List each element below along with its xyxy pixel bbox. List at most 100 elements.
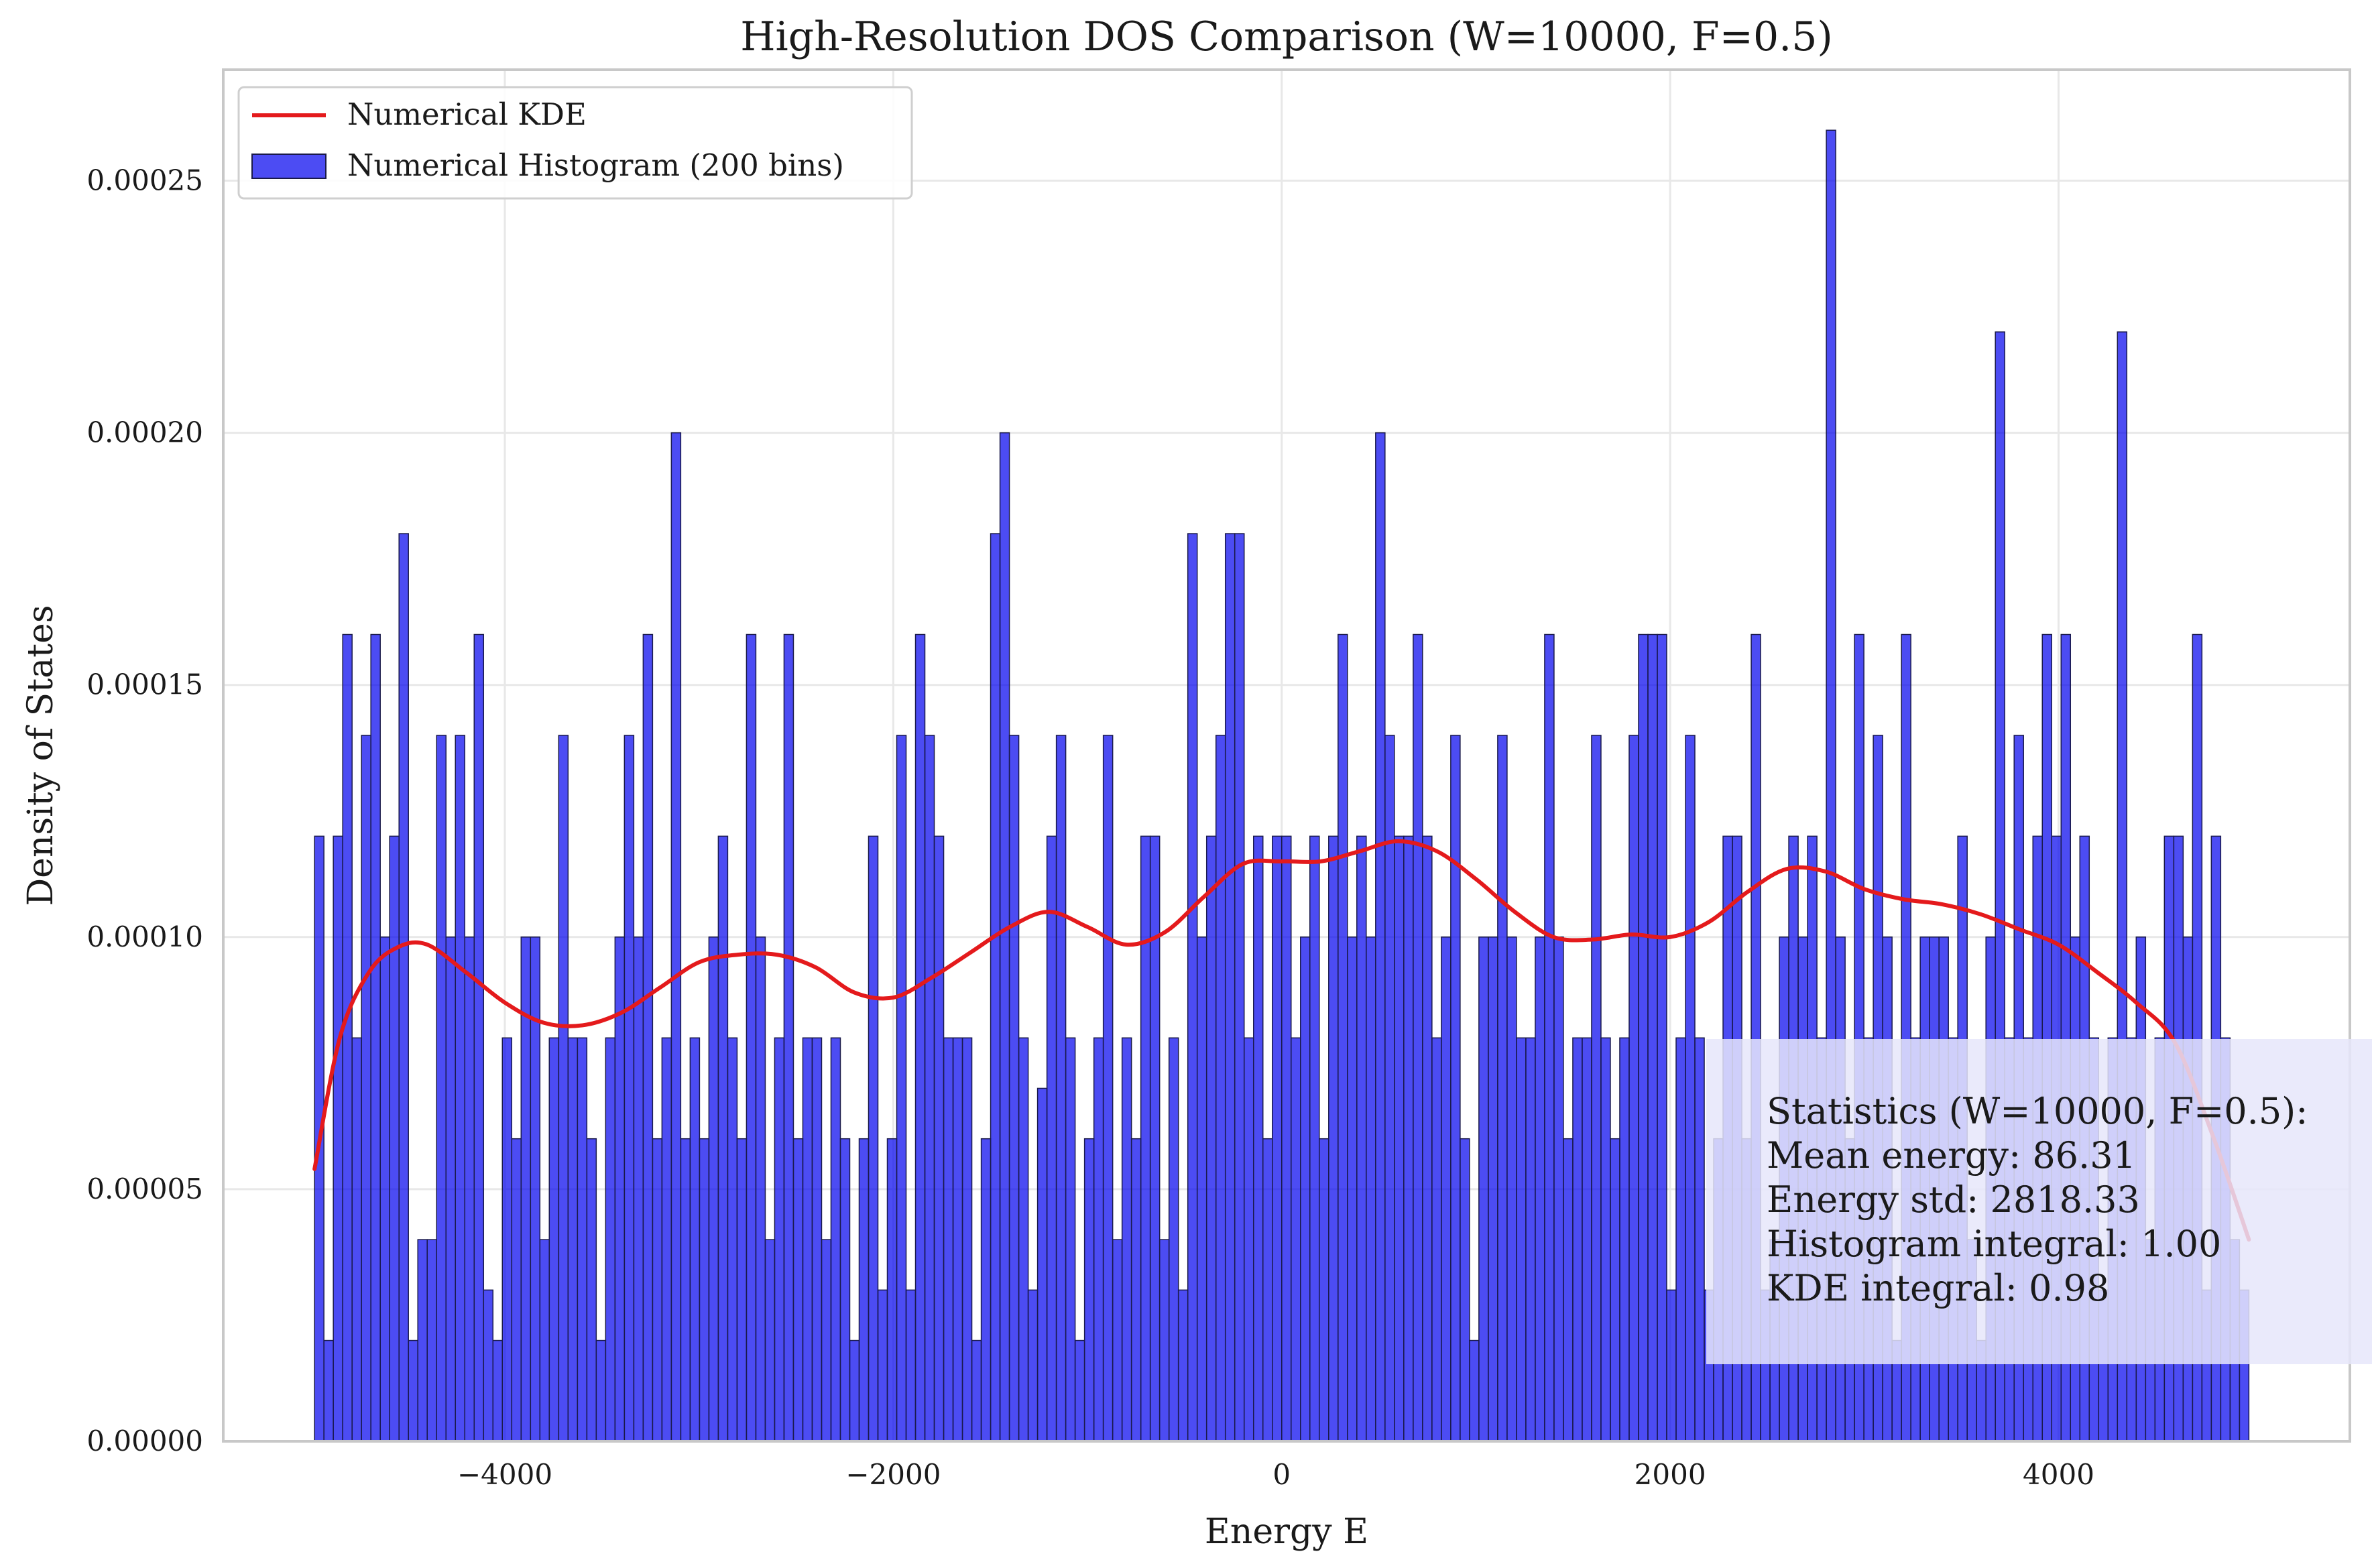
histogram-bar-117 <box>1413 634 1423 1442</box>
statistics-line-2: Mean energy: 86.31 <box>1767 1134 2136 1177</box>
histogram-bar-12 <box>426 1239 437 1442</box>
legend: Numerical KDE Numerical Histogram (200 b… <box>237 86 913 200</box>
statistics-line-5: KDE integral: 0.98 <box>1767 1267 2109 1309</box>
histogram-bar-2 <box>333 835 343 1442</box>
histogram-bar-82 <box>1083 1138 1095 1442</box>
histogram-bar-39 <box>680 1138 691 1442</box>
histogram-bar-42 <box>708 937 719 1442</box>
histogram-bar-47 <box>755 937 766 1442</box>
histogram-bar-123 <box>1469 1339 1480 1442</box>
histogram-bar-84 <box>1102 735 1114 1442</box>
histogram-bar-37 <box>661 1037 672 1442</box>
histogram-bar-68 <box>952 1037 963 1442</box>
legend-histogram-label: Numerical Histogram (200 bins) <box>347 147 844 183</box>
histogram-bar-109 <box>1338 634 1348 1442</box>
histogram-bar-124 <box>1478 937 1489 1442</box>
histogram-bar-130 <box>1535 937 1545 1442</box>
y-tick-label-0: 0.00000 <box>86 1425 203 1457</box>
histogram-bar-30 <box>595 1339 607 1442</box>
histogram-bar-126 <box>1497 735 1508 1442</box>
histogram-bar-133 <box>1563 1138 1574 1442</box>
histogram-bar-121 <box>1450 735 1461 1442</box>
histogram-bar-91 <box>1168 1037 1179 1442</box>
legend-kde-label: Numerical KDE <box>347 97 587 132</box>
histogram-bar-67 <box>943 1037 954 1442</box>
histogram-bar-33 <box>624 735 635 1442</box>
histogram-bar-80 <box>1065 1037 1076 1442</box>
histogram-bar-98 <box>1234 533 1245 1442</box>
kde-series-line <box>312 839 2251 1242</box>
histogram-bar-69 <box>961 1037 973 1442</box>
histogram-bar-13 <box>436 735 447 1442</box>
histogram-bar-51 <box>792 1138 804 1442</box>
histogram-bar-115 <box>1394 835 1405 1442</box>
histogram-bar-136 <box>1591 735 1602 1442</box>
histogram-bar-108 <box>1328 835 1339 1442</box>
histogram-bar-76 <box>1027 1289 1039 1442</box>
histogram-bar-38 <box>670 432 682 1442</box>
y-tick-label-5: 0.00025 <box>86 164 203 196</box>
histogram-bar-141 <box>1638 634 1649 1442</box>
histogram-bar-15 <box>455 735 465 1442</box>
histogram-bar-43 <box>717 835 729 1442</box>
histogram-bar-44 <box>727 1037 738 1442</box>
histogram-bar-118 <box>1422 835 1433 1442</box>
histogram-bar-48 <box>764 1239 776 1442</box>
histogram-bar-46 <box>746 634 757 1442</box>
histogram-bar-7 <box>379 937 390 1442</box>
histogram-bar-31 <box>605 1037 616 1442</box>
histogram-bar-55 <box>830 1037 841 1442</box>
x-tick-label-4: 4000 <box>2023 1458 2094 1491</box>
histogram-bar-17 <box>473 634 485 1442</box>
y-axis-label: Density of States <box>21 605 61 906</box>
histogram-bar-45 <box>736 1138 748 1442</box>
y-axis-ticks: 0.00000 0.00005 0.00010 0.00015 0.00020 0.000… <box>86 164 203 1457</box>
y-tick-label-3: 0.00015 <box>86 668 203 701</box>
histogram-bar-111 <box>1356 835 1367 1442</box>
histogram-bar-105 <box>1300 937 1311 1442</box>
histogram-bar-78 <box>1046 835 1057 1442</box>
histogram-bar-137 <box>1600 1037 1611 1442</box>
histogram-bar-54 <box>821 1239 832 1442</box>
chart-title: High-Resolution DOS Comparison (W=10000,… <box>740 13 1833 60</box>
histogram-bar-83 <box>1093 1037 1104 1442</box>
histogram-bar-34 <box>633 937 644 1442</box>
histogram-bar-3 <box>342 634 353 1442</box>
histogram-bar-35 <box>642 634 654 1442</box>
histogram-bar-103 <box>1281 835 1292 1442</box>
histogram-bar-142 <box>1647 634 1658 1442</box>
histogram-bar-93 <box>1187 533 1198 1442</box>
histogram-bar-23 <box>530 937 541 1442</box>
histogram-bar-14 <box>445 937 456 1442</box>
histogram-bar-119 <box>1431 1037 1442 1442</box>
histogram-bar-127 <box>1506 937 1517 1442</box>
histogram-bar-86 <box>1121 1037 1132 1442</box>
histogram-bar-128 <box>1516 1037 1527 1442</box>
histogram-bar-106 <box>1309 835 1320 1442</box>
histogram-bar-104 <box>1291 1037 1301 1442</box>
histogram-bar-132 <box>1553 937 1564 1442</box>
x-tick-label-2: 0 <box>1272 1458 1291 1491</box>
histogram-bar-8 <box>389 835 400 1442</box>
histogram-bar-71 <box>980 1138 992 1442</box>
histogram-bar-56 <box>839 1138 851 1442</box>
histogram-bar-9 <box>398 533 409 1442</box>
x-tick-label-0: −4000 <box>457 1458 552 1491</box>
histogram-bar-1 <box>323 1339 334 1442</box>
histogram-bar-146 <box>1685 735 1696 1442</box>
histogram-bar-16 <box>464 937 475 1442</box>
histogram-bar-129 <box>1525 1037 1536 1442</box>
histogram-bar-89 <box>1149 835 1161 1442</box>
histogram-bar-36 <box>652 1138 663 1442</box>
histogram-bar-11 <box>417 1239 428 1442</box>
histogram-bar-24 <box>539 1239 550 1442</box>
y-tick-label-4: 0.00020 <box>86 416 203 449</box>
histogram-bar-77 <box>1036 1087 1048 1442</box>
statistics-box <box>1706 1039 2372 1364</box>
histogram-bar-95 <box>1205 835 1217 1442</box>
histogram-bar-110 <box>1347 937 1358 1442</box>
histogram-bar-18 <box>483 1289 494 1442</box>
histogram-bar-116 <box>1403 835 1414 1442</box>
histogram-bar-50 <box>783 634 794 1442</box>
statistics-line-4: Histogram integral: 1.00 <box>1767 1223 2221 1265</box>
